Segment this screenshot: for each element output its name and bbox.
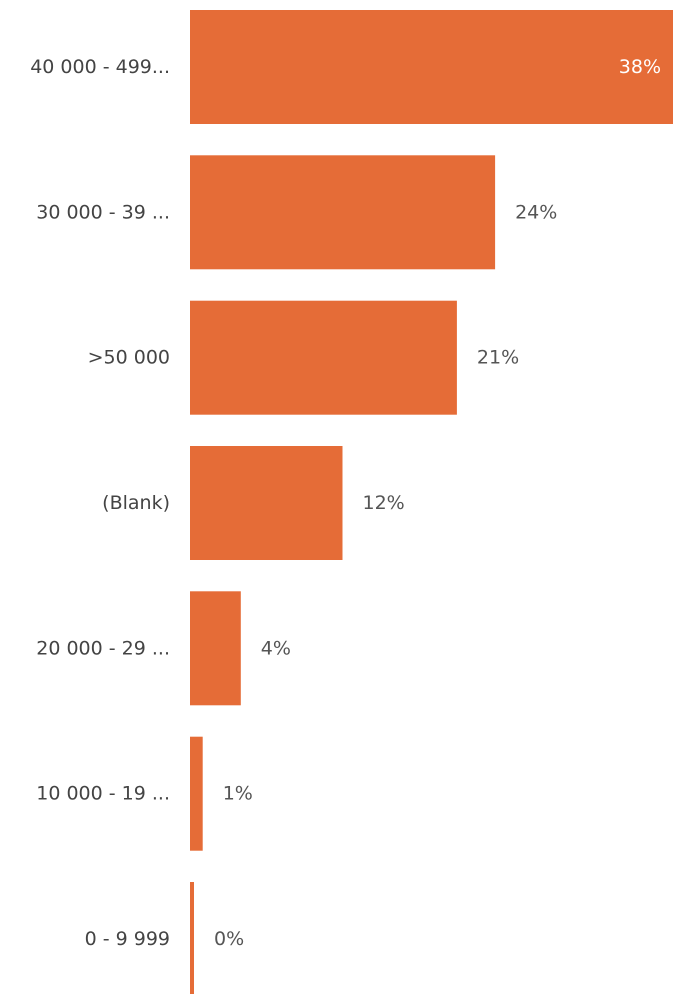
value-label-6: 0% bbox=[214, 928, 244, 950]
value-label-0: 38% bbox=[619, 56, 661, 78]
category-label-0: 40 000 - 499... bbox=[30, 56, 170, 78]
category-label-1: 30 000 - 39 ... bbox=[36, 201, 170, 223]
bar-1[interactable] bbox=[190, 155, 496, 270]
bar-6[interactable] bbox=[190, 882, 194, 994]
value-label-5: 1% bbox=[223, 783, 253, 805]
value-label-1: 24% bbox=[515, 201, 557, 223]
bar-5[interactable] bbox=[190, 736, 203, 851]
category-label-3: (Blank) bbox=[102, 492, 170, 514]
value-label-4: 4% bbox=[261, 637, 291, 659]
value-label-3: 12% bbox=[363, 492, 405, 514]
bar-4[interactable] bbox=[190, 591, 241, 706]
category-label-4: 20 000 - 29 ... bbox=[36, 637, 170, 659]
category-label-5: 10 000 - 19 ... bbox=[36, 783, 170, 805]
category-label-6: 0 - 9 999 bbox=[85, 928, 170, 950]
bar-0[interactable] bbox=[190, 10, 673, 124]
bar-2[interactable] bbox=[190, 300, 457, 415]
bar-3[interactable] bbox=[190, 446, 343, 560]
value-label-2: 21% bbox=[477, 347, 519, 369]
category-label-2: >50 000 bbox=[88, 347, 170, 369]
